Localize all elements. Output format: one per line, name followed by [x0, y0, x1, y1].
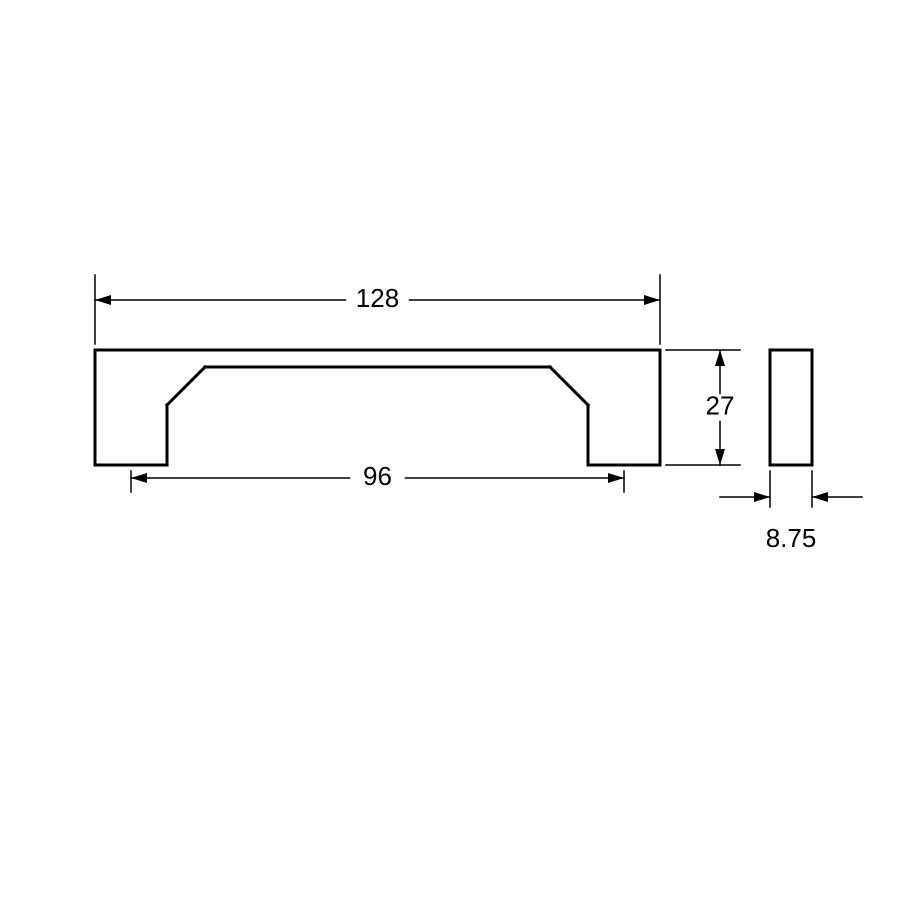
dim-thickness: 8.75: [766, 523, 817, 553]
dim-center-width: 96: [363, 461, 392, 491]
dim-overall-width: 128: [356, 283, 399, 313]
dim-height: 27: [706, 390, 735, 420]
technical-drawing: 128 96 27 8.75: [0, 0, 900, 900]
